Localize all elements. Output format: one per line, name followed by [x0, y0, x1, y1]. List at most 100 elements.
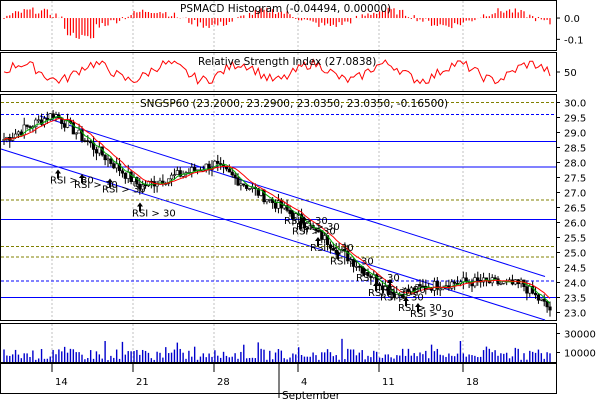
candle-body	[227, 168, 231, 173]
candle-body	[16, 131, 21, 135]
rsi-panel	[0, 52, 557, 92]
up-arrow-icon	[107, 178, 113, 188]
moving-averages	[3, 116, 551, 304]
rsi-annotation-label: RSI > 30	[132, 209, 176, 220]
rsi-title: Relative Strength Index (27.0838)	[198, 56, 376, 68]
candle-body	[37, 119, 41, 122]
volume-bars	[3, 338, 551, 362]
vertical-gridlines	[51, 1, 464, 362]
candle-body	[438, 288, 442, 291]
y-tick-label: 26.0	[564, 219, 586, 230]
candle-body	[135, 177, 139, 185]
candle-body	[265, 199, 269, 203]
candle-body	[539, 298, 543, 301]
candle-body	[236, 177, 240, 186]
candle-body	[2, 139, 6, 141]
candle-body	[268, 199, 272, 201]
candle-body	[548, 306, 552, 311]
candle-body	[493, 277, 497, 280]
candle-body	[190, 167, 194, 173]
candle-body	[242, 183, 246, 186]
candle-body	[178, 170, 182, 177]
candle-body	[273, 202, 278, 209]
candle-body	[230, 171, 234, 176]
candle-body	[132, 177, 136, 183]
y-tick-label: 10000	[564, 349, 596, 360]
rsi-annotation-label: RSI > 30	[74, 180, 118, 191]
up-arrow-icon	[335, 250, 341, 260]
candle-body	[172, 174, 177, 176]
x-axis: 14 21 28 4 11 18	[51, 364, 479, 398]
candle-body	[115, 163, 119, 169]
macd-histogram	[3, 7, 551, 39]
up-arrow-icon	[55, 169, 61, 179]
candle-body	[103, 154, 107, 161]
candle-body	[285, 205, 289, 211]
candle-body	[533, 293, 538, 296]
rsi-annotation-label: RSI > 30	[50, 176, 94, 187]
candle-body	[435, 281, 439, 290]
y-tick-label: 50	[564, 68, 577, 79]
up-arrow-icon	[79, 174, 85, 183]
candle-body	[366, 272, 370, 277]
price-title: SNGSP60 (23.2000, 23.2900, 23.0350, 23.0…	[140, 98, 448, 110]
candle-body	[129, 171, 133, 183]
candle-body	[464, 277, 468, 283]
y-tick-label: 0.0	[564, 14, 580, 25]
up-arrow-icon	[297, 220, 303, 230]
candle-body	[395, 293, 399, 299]
candle-body	[525, 286, 529, 294]
candle-body	[213, 160, 217, 168]
macd-title: PSMACD Histogram (-0.04494, 0.00000)	[180, 3, 391, 15]
y-tick-label: 28.5	[564, 144, 586, 155]
candle-body	[233, 174, 237, 179]
candle-body	[432, 281, 437, 291]
candle-body	[63, 123, 67, 128]
rsi-annotation-label: RSI > 30	[368, 288, 412, 299]
up-arrow-icon	[387, 279, 393, 288]
candle-body	[528, 286, 532, 294]
candle-body	[109, 158, 113, 164]
candle-body	[239, 183, 243, 186]
y-tick-label: 24.0	[564, 279, 586, 290]
candle-body	[155, 183, 159, 187]
ma-fast-line	[3, 116, 551, 304]
candle-body	[77, 129, 81, 134]
y-tick-label: 27.0	[564, 189, 586, 200]
y-tick-label: 25.0	[564, 249, 586, 260]
candle-body	[453, 281, 457, 284]
up-arrow-icon	[403, 297, 409, 306]
candle-body	[536, 294, 541, 301]
rsi-annotation-label: RSI > 30	[380, 293, 424, 304]
candle-body	[141, 184, 145, 190]
y-tick-label: 23.0	[564, 309, 586, 320]
candle-body	[25, 124, 29, 127]
x-tick-label: 14	[55, 377, 68, 388]
channel-lower	[0, 148, 546, 321]
up-arrow-icon	[385, 286, 391, 296]
rsi-annotation-label: RSI > 30	[356, 273, 400, 284]
candle-body	[377, 283, 382, 287]
candle-body	[245, 184, 249, 189]
candle-body	[51, 113, 55, 118]
rsi-annotation-label: RSI > 30	[382, 285, 426, 296]
y-tick-label: 27.5	[564, 174, 586, 185]
trend-channel	[0, 115, 546, 321]
candle-body	[169, 174, 174, 180]
y-tick-label: 23.5	[564, 294, 586, 305]
candle-body	[106, 158, 110, 161]
y-tick-label: 28.0	[564, 159, 586, 170]
candle-body	[86, 140, 90, 143]
rsi-annotation-label: RSI > 30	[284, 216, 328, 227]
candle-body	[219, 163, 223, 165]
x-tick-label: 28	[217, 377, 230, 388]
up-arrow-icon	[301, 216, 307, 225]
candle-body	[499, 283, 503, 285]
y-tick-label: 30000	[564, 330, 596, 341]
candle-body	[415, 284, 419, 292]
candle-body	[71, 122, 75, 135]
y-tick-label: 30.0	[564, 99, 586, 110]
candle-body	[450, 281, 454, 289]
